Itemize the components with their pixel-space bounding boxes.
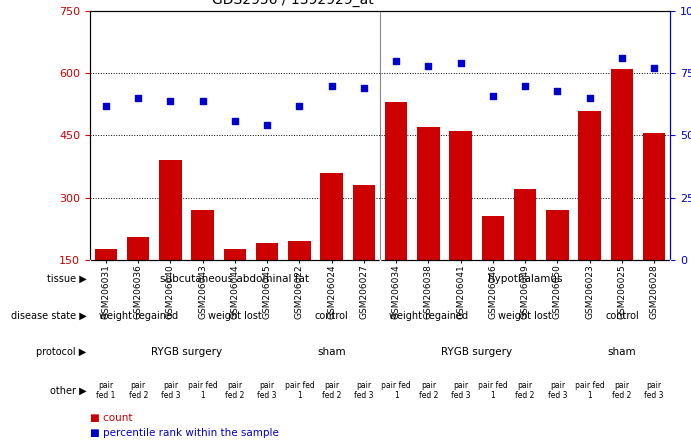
Text: pair
fed 3: pair fed 3 — [161, 381, 180, 400]
Point — [229, 117, 240, 124]
Text: pair
fed 2: pair fed 2 — [419, 381, 438, 400]
Bar — [514, 189, 536, 322]
Text: hypothalamus: hypothalamus — [488, 274, 562, 284]
Text: weight lost: weight lost — [498, 311, 552, 321]
Text: pair
fed 2: pair fed 2 — [129, 381, 148, 400]
Bar — [643, 133, 665, 322]
Bar — [546, 210, 569, 322]
Bar — [256, 243, 278, 322]
Text: pair
fed 1: pair fed 1 — [96, 381, 115, 400]
Text: pair
fed 2: pair fed 2 — [515, 381, 535, 400]
Text: ■ percentile rank within the sample: ■ percentile rank within the sample — [90, 428, 278, 438]
Point — [455, 60, 466, 67]
Bar — [385, 102, 408, 322]
Text: sham: sham — [317, 347, 346, 357]
Point — [649, 65, 660, 72]
Bar — [127, 237, 149, 322]
Bar — [611, 69, 633, 322]
Text: pair
fed 3: pair fed 3 — [548, 381, 567, 400]
Text: pair fed
1: pair fed 1 — [188, 381, 218, 400]
Text: control: control — [605, 311, 638, 321]
Text: weight regained: weight regained — [99, 311, 178, 321]
Text: pair
fed 2: pair fed 2 — [612, 381, 632, 400]
Text: RYGB surgery: RYGB surgery — [151, 347, 222, 357]
Text: protocol ▶: protocol ▶ — [36, 347, 86, 357]
Text: weight regained: weight regained — [389, 311, 468, 321]
Point — [390, 57, 401, 64]
Bar — [95, 250, 117, 322]
Text: pair
fed 2: pair fed 2 — [225, 381, 245, 400]
Bar — [482, 216, 504, 322]
Point — [133, 95, 144, 102]
Text: GDS2956 / 1392929_at: GDS2956 / 1392929_at — [212, 0, 374, 7]
Text: pair fed
1: pair fed 1 — [285, 381, 314, 400]
Bar — [352, 185, 375, 322]
Bar — [191, 210, 214, 322]
Bar — [321, 173, 343, 322]
Text: pair fed
1: pair fed 1 — [478, 381, 508, 400]
Point — [487, 92, 498, 99]
Text: sham: sham — [607, 347, 636, 357]
Text: pair
fed 3: pair fed 3 — [451, 381, 471, 400]
Point — [423, 62, 434, 69]
Point — [326, 82, 337, 89]
Text: pair
fed 3: pair fed 3 — [258, 381, 277, 400]
Text: RYGB surgery: RYGB surgery — [442, 347, 512, 357]
Point — [520, 82, 531, 89]
Text: pair
fed 3: pair fed 3 — [645, 381, 664, 400]
Text: pair
fed 2: pair fed 2 — [322, 381, 341, 400]
Point — [262, 122, 273, 129]
Text: tissue ▶: tissue ▶ — [46, 274, 86, 284]
Bar — [417, 127, 439, 322]
Point — [584, 95, 595, 102]
Bar — [578, 111, 601, 322]
Text: other ▶: other ▶ — [50, 386, 86, 396]
Point — [552, 87, 563, 94]
Text: weight lost: weight lost — [208, 311, 262, 321]
Text: pair
fed 3: pair fed 3 — [354, 381, 374, 400]
Bar — [449, 131, 472, 322]
Point — [616, 55, 627, 62]
Text: ■ count: ■ count — [90, 413, 133, 423]
Text: disease state ▶: disease state ▶ — [10, 311, 86, 321]
Point — [197, 97, 208, 104]
Bar — [159, 160, 182, 322]
Text: control: control — [315, 311, 348, 321]
Bar — [224, 250, 246, 322]
Point — [359, 85, 370, 92]
Point — [100, 102, 111, 109]
Bar — [288, 241, 311, 322]
Text: subcutaneous abdominal fat: subcutaneous abdominal fat — [160, 274, 310, 284]
Point — [294, 102, 305, 109]
Text: pair fed
1: pair fed 1 — [575, 381, 605, 400]
Point — [165, 97, 176, 104]
Text: pair fed
1: pair fed 1 — [381, 381, 411, 400]
